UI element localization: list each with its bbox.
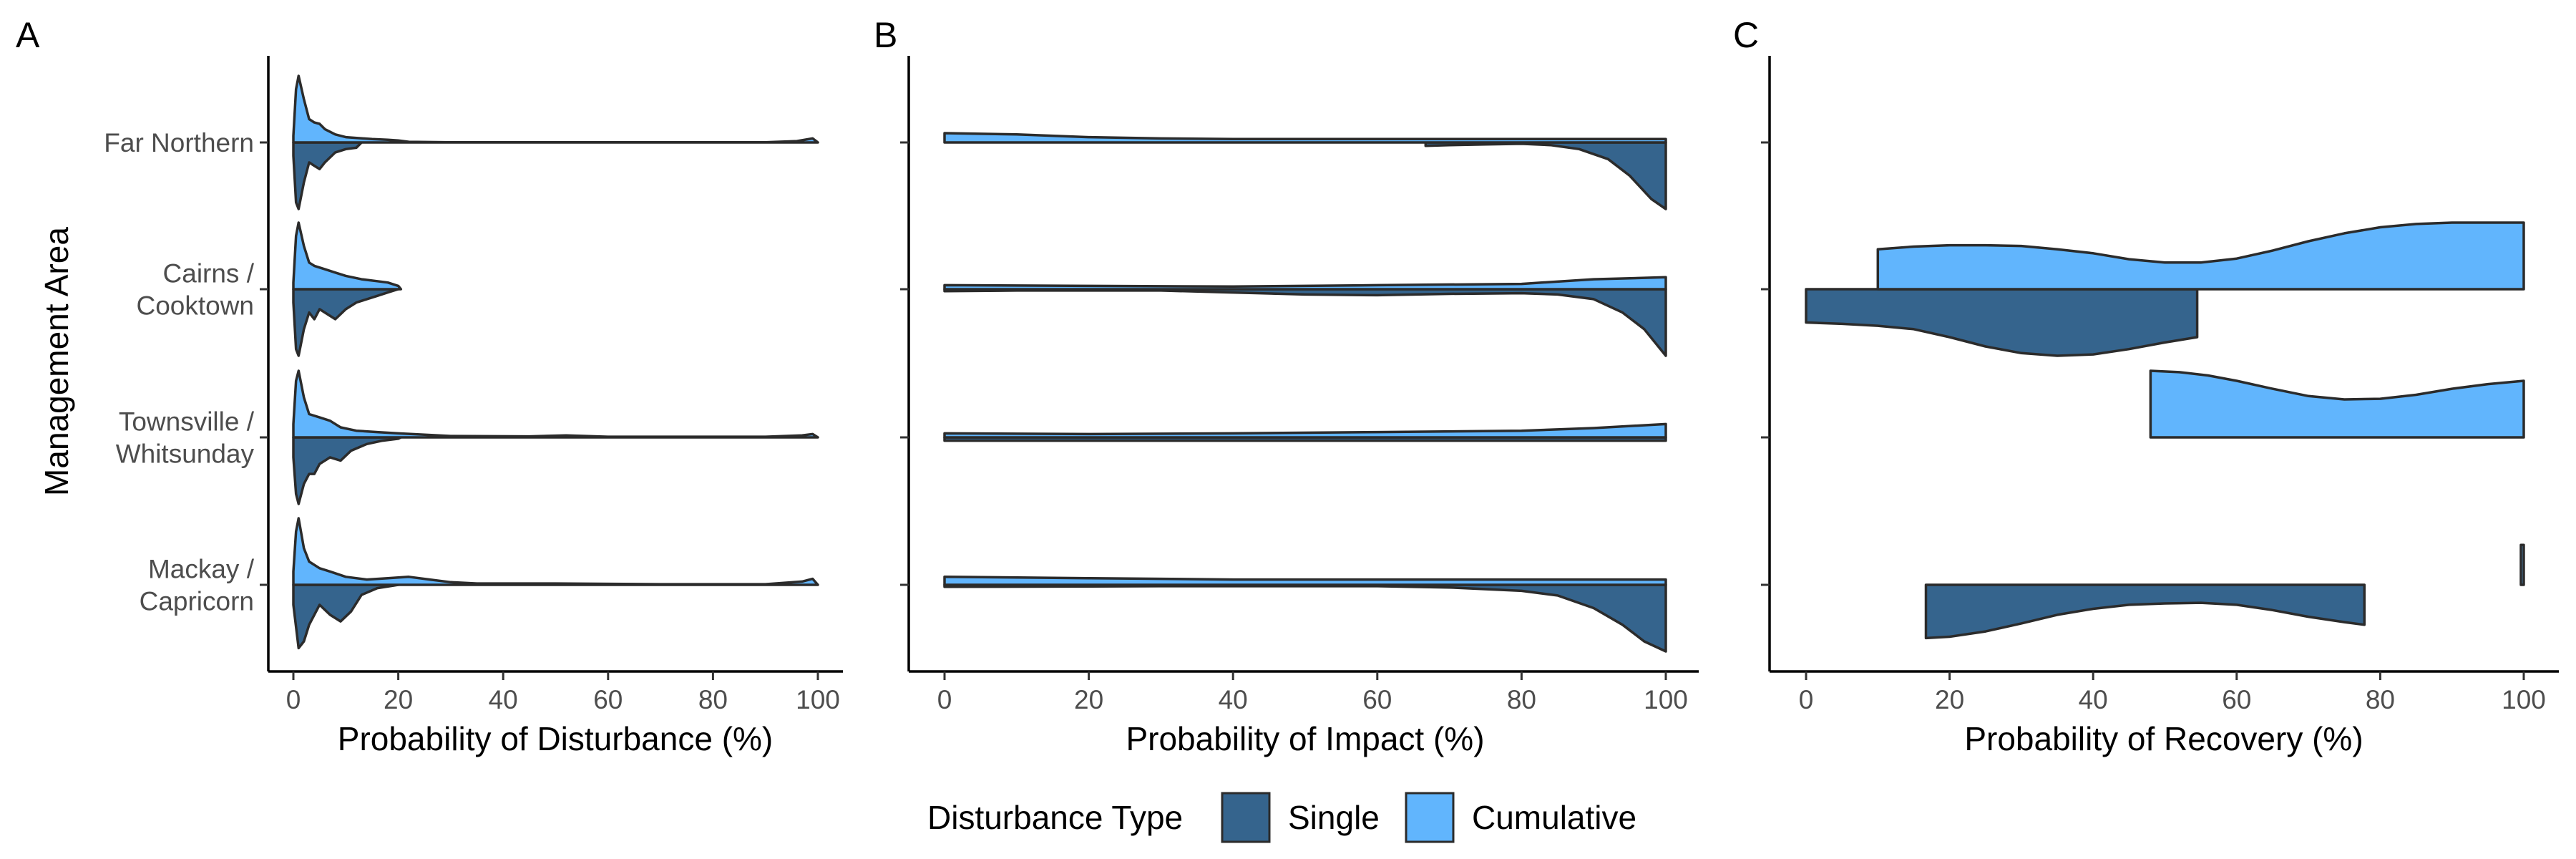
panel-tag-a: A (16, 15, 40, 55)
x-tick-label: 80 (698, 685, 728, 714)
x-tick-label: 100 (796, 685, 840, 714)
x-tick-label: 100 (1644, 685, 1688, 714)
density-cumulative-1 (1876, 221, 2525, 291)
legend-swatch-single (1221, 792, 1271, 843)
density-cumulative-1 (292, 221, 403, 291)
legend-label-single: Single (1288, 799, 1380, 836)
x-tick-label: 0 (1799, 685, 1814, 714)
density-single-3 (292, 583, 400, 650)
x-tick-label: 60 (1362, 685, 1392, 714)
density-cumulative-3 (2519, 543, 2525, 586)
density-single-3 (943, 583, 1667, 653)
plot-panel-a: 0 20 40 60 80 100 (260, 56, 843, 714)
y-axis-category-labels: Far Northern Cairns / Cooktown Townsville /… (104, 128, 254, 616)
x-tick-label: 60 (593, 685, 623, 714)
density-single-1 (292, 288, 400, 357)
legend-swatch-cumulative (1405, 792, 1455, 843)
x-tick-label: 40 (1219, 685, 1248, 714)
x-tick-label: 20 (384, 685, 413, 714)
x-tick-label: 0 (937, 685, 952, 714)
y-tick-label: Mackay / Capricorn (140, 555, 255, 616)
y-tick-label: Far Northern (104, 128, 254, 157)
density-cumulative-0 (943, 132, 1667, 144)
density-single-0 (292, 141, 364, 210)
x-tick-label: 20 (1074, 685, 1103, 714)
panel-tag-b: B (874, 15, 897, 55)
x-tick-label: 100 (2502, 685, 2546, 714)
x-tick-label: 0 (286, 685, 301, 714)
density-cumulative-2 (292, 369, 819, 439)
plot-panel-b: 0 20 40 60 80 100 (900, 56, 1699, 714)
density-single-1 (943, 288, 1667, 357)
x-axis-title-c: Probability of Recovery (%) (1964, 720, 2363, 757)
plot-panel-c: 0 20 40 60 80 100 (1761, 56, 2559, 714)
density-single-1 (1805, 288, 2199, 357)
density-cumulative-2 (2149, 369, 2525, 439)
legend-title: Disturbance Type (927, 799, 1183, 836)
density-cumulative-2 (943, 422, 1667, 439)
density-cumulative-3 (943, 576, 1667, 586)
y-tick-label: Townsville / Whitsunday (116, 407, 255, 469)
legend-label-cumulative: Cumulative (1472, 799, 1636, 836)
density-single-0 (1424, 141, 1667, 210)
panel-tag-c: C (1733, 15, 1759, 55)
density-single-3 (1924, 583, 2366, 640)
density-cumulative-1 (943, 276, 1667, 291)
x-axis-title-b: Probability of Impact (%) (1126, 720, 1484, 757)
x-tick-label: 40 (489, 685, 518, 714)
x-tick-label: 20 (1935, 685, 1964, 714)
y-axis-title: Management Area (38, 227, 75, 496)
x-tick-label: 80 (1507, 685, 1536, 714)
legend: Disturbance Type Single Cumulative (927, 792, 1636, 843)
x-tick-label: 40 (2079, 685, 2108, 714)
density-single-2 (292, 436, 403, 505)
x-tick-label: 80 (2366, 685, 2395, 714)
y-tick-label: Cairns / Cooktown (136, 259, 254, 321)
panel-b: B 0 20 40 60 80 100 Probability of Impact (%) (874, 15, 1699, 757)
x-tick-label: 60 (2222, 685, 2251, 714)
panel-c: C 0 20 40 60 80 100 Probability of Recovery (… (1733, 15, 2559, 757)
x-axis-title-a: Probability of Disturbance (%) (338, 720, 773, 757)
density-cumulative-3 (292, 517, 819, 586)
density-cumulative-0 (292, 74, 819, 144)
panel-a: A 0 20 40 60 80 100 Probability of Disturbanc… (16, 15, 843, 757)
